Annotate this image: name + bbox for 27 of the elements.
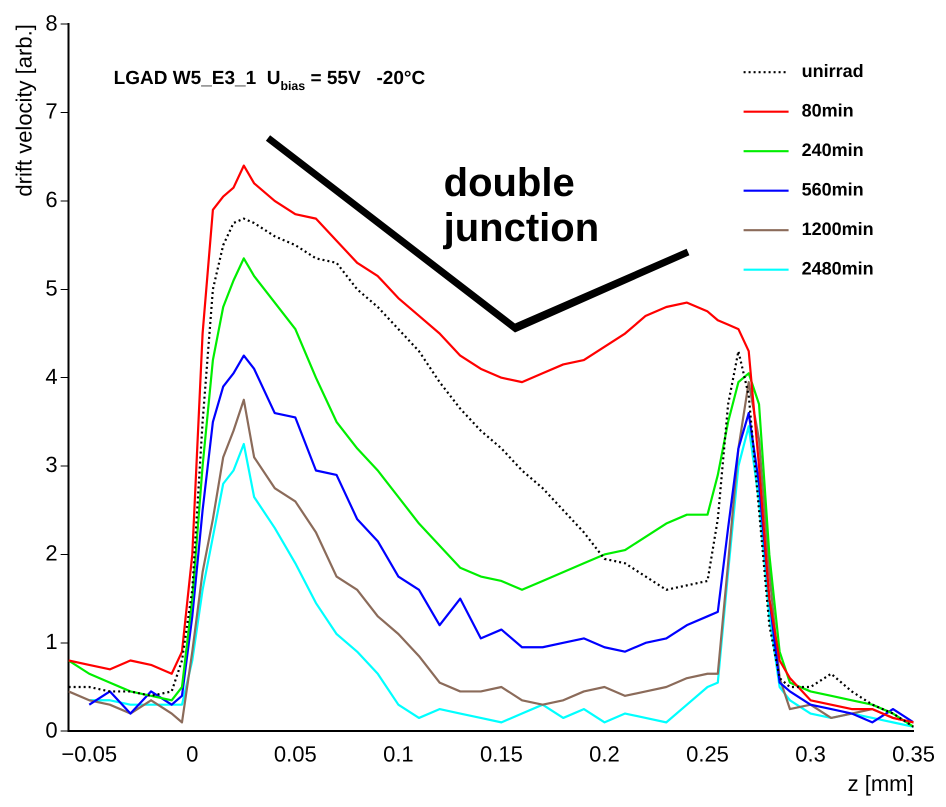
y-tick-label: 7 (45, 98, 58, 124)
y-tick-label: 2 (45, 540, 58, 566)
x-tick-label: 0.2 (589, 741, 620, 766)
legend-label: 80min (802, 100, 854, 121)
y-tick-label: 8 (45, 10, 58, 36)
y-tick-label: 4 (45, 364, 58, 389)
x-tick-label: 0.05 (274, 741, 317, 766)
legend-label: unirrad (802, 61, 864, 82)
x-tick-label: 0.3 (795, 741, 826, 766)
x-tick-label: 0 (186, 741, 198, 766)
legend-label: 240min (802, 140, 864, 160)
x-tick-label: −0.05 (61, 741, 118, 766)
y-tick-label: 1 (45, 628, 58, 654)
y-tick-label: 6 (45, 187, 58, 212)
x-tick-label: 0.25 (686, 741, 729, 766)
y-tick-label: 0 (45, 717, 58, 742)
legend-label: 2480min (802, 258, 874, 279)
annotation: double junction (442, 161, 600, 250)
x-tick-label: 0.1 (383, 741, 414, 766)
x-axis-title: z [mm] (848, 770, 914, 796)
x-tick-label: 0.15 (480, 741, 523, 766)
legend-label: 560min (802, 180, 864, 200)
legend-label: 1200min (802, 219, 874, 240)
y-axis-title: drift velocity [arb.] (11, 24, 36, 197)
x-tick-label: 0.35 (892, 741, 936, 766)
y-tick-label: 5 (45, 275, 58, 300)
y-tick-label: 3 (45, 452, 58, 478)
